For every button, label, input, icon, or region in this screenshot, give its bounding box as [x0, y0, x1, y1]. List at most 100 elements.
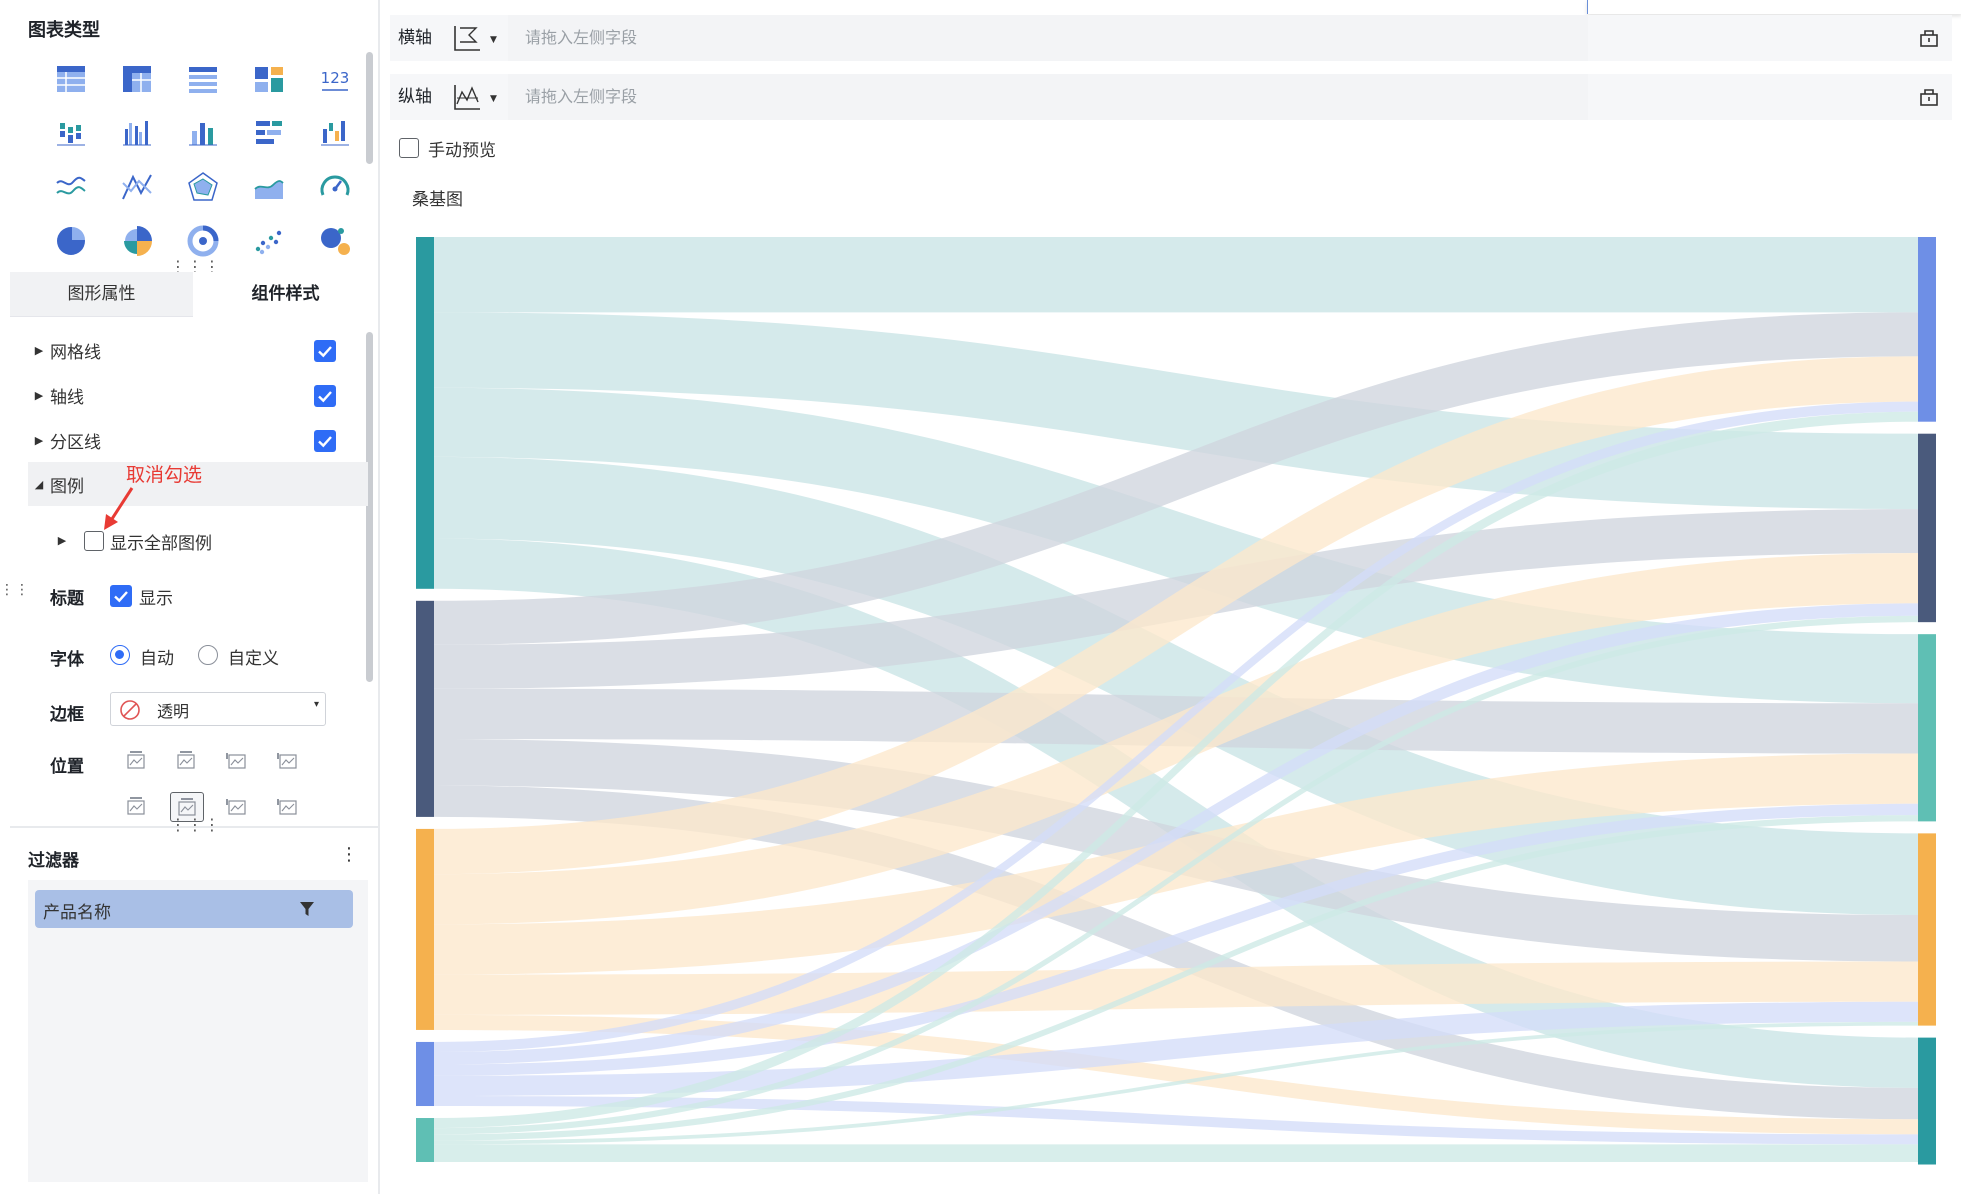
sankey-source-node-S5[interactable] — [416, 1118, 434, 1162]
x-axis-drop-zone[interactable] — [508, 15, 1588, 61]
bubble-icon[interactable] — [302, 214, 368, 268]
style-scrollbar[interactable] — [366, 332, 373, 682]
sankey-link-S4-T2[interactable] — [434, 603, 1918, 1065]
sankey-link-S1-T2[interactable] — [434, 312, 1918, 510]
caret-down-icon[interactable]: ▼ — [490, 94, 497, 104]
sankey-link-S5-T3[interactable] — [434, 815, 1918, 1141]
tree-item-gridlines[interactable]: ▶ 网格线 — [28, 330, 368, 370]
table-icon[interactable] — [38, 52, 104, 106]
y-axis-drop-zone[interactable] — [508, 74, 1588, 120]
sankey-link-S4-T5[interactable] — [434, 1095, 1918, 1145]
filter-drop-area[interactable] — [28, 880, 368, 1182]
sankey-target-node-T5[interactable] — [1918, 1037, 1936, 1165]
position-top-left-icon[interactable] — [120, 746, 152, 774]
area-icon[interactable] — [236, 160, 302, 214]
horizontal-bar-icon[interactable] — [236, 106, 302, 160]
x-axis-placeholder: 请拖入左侧字段 — [525, 28, 638, 47]
font-auto-radio[interactable] — [110, 645, 130, 665]
partition-lines-checkbox[interactable] — [314, 430, 336, 452]
resize-handle-bottom[interactable]: ⋮⋮⋮ — [170, 815, 221, 834]
sankey-link-S5-T1[interactable] — [434, 411, 1918, 1129]
rose-pie-icon[interactable] — [104, 214, 170, 268]
sankey-link-S3-T2[interactable] — [434, 553, 1918, 925]
caret-right-icon[interactable]: ▶ — [34, 388, 44, 402]
sankey-link-S5-T5[interactable] — [434, 1144, 1918, 1162]
lock-icon[interactable] — [1918, 86, 1940, 108]
gridlines-checkbox[interactable] — [314, 340, 336, 362]
position-top-right-icon[interactable] — [221, 746, 253, 774]
gauge-icon[interactable] — [302, 160, 368, 214]
border-select[interactable]: 透明 ▾ — [110, 692, 326, 726]
sankey-source-node-S4[interactable] — [416, 1041, 434, 1107]
crosstab-icon[interactable] — [104, 52, 170, 106]
waterfall-icon[interactable] — [302, 106, 368, 160]
radar-icon[interactable] — [170, 160, 236, 214]
sankey-source-node-S3[interactable] — [416, 828, 434, 1030]
polyline-icon[interactable] — [104, 160, 170, 214]
axis-lines-checkbox[interactable] — [314, 385, 336, 407]
sankey-source-node-S1[interactable] — [416, 237, 434, 589]
sankey-target-node-T3[interactable] — [1918, 634, 1936, 822]
tree-item-label: 图例 — [50, 476, 84, 497]
sankey-source-node-S2[interactable] — [416, 600, 434, 817]
show-all-legend-checkbox[interactable] — [84, 531, 104, 551]
sankey-link-S5-T4[interactable] — [434, 1021, 1918, 1145]
sankey-link-S2-T5[interactable] — [434, 785, 1918, 1120]
position-top-center-icon[interactable] — [170, 746, 202, 774]
resize-handle-top[interactable]: ⋮⋮⋮ — [170, 257, 221, 276]
manual-preview-checkbox[interactable] — [399, 138, 419, 158]
line-icon[interactable] — [38, 160, 104, 214]
sankey-link-S1-T5[interactable] — [434, 538, 1918, 1088]
sankey-link-S4-T1[interactable] — [434, 401, 1918, 1052]
caret-right-icon[interactable]: ▶ — [34, 433, 44, 447]
position-bottom-center-icon[interactable] — [170, 792, 204, 822]
grouped-column-icon[interactable] — [104, 106, 170, 160]
stacked-bar-icon[interactable] — [38, 106, 104, 160]
y-axis-placeholder: 请拖入左侧字段 — [525, 87, 638, 106]
ring-icon[interactable] — [170, 214, 236, 268]
sankey-link-S3-T1[interactable] — [434, 356, 1918, 875]
funnel-icon[interactable] — [299, 900, 315, 918]
tree-item-legend[interactable]: ◢ 图例 — [28, 464, 368, 504]
caret-down-icon[interactable]: ▼ — [490, 35, 497, 45]
position-bottom-left-icon[interactable] — [120, 792, 152, 820]
sankey-link-S2-T1[interactable] — [434, 312, 1918, 645]
position-right-icon[interactable] — [272, 792, 304, 820]
title-show-checkbox[interactable] — [110, 585, 132, 607]
chart-types-scrollbar[interactable] — [366, 52, 373, 164]
chart-title: 桑基图 — [412, 190, 463, 210]
font-custom-radio[interactable] — [198, 645, 218, 665]
y-axis-type-icon[interactable] — [452, 82, 482, 112]
sankey-link-S5-T2[interactable] — [434, 615, 1918, 1135]
left-edge-handle[interactable]: ⋮⋮ — [0, 582, 30, 598]
tree-item-partition-lines[interactable]: ▶ 分区线 — [28, 420, 368, 460]
sankey-link-S3-T3[interactable] — [434, 753, 1918, 975]
lock-icon[interactable] — [1918, 27, 1940, 49]
sankey-link-S1-T1[interactable] — [434, 237, 1918, 313]
detail-table-icon[interactable] — [170, 52, 236, 106]
font-auto-label: 自动 — [140, 649, 174, 669]
column-icon[interactable] — [170, 106, 236, 160]
scatter-icon[interactable] — [236, 214, 302, 268]
more-options-icon[interactable]: ⋮ — [340, 844, 358, 865]
pie-icon[interactable] — [38, 214, 104, 268]
tab-component-style[interactable]: 组件样式 — [193, 272, 378, 316]
sankey-target-node-T1[interactable] — [1918, 237, 1936, 422]
card-grid-icon[interactable] — [236, 52, 302, 106]
filter-field-product-name[interactable]: 产品名称 — [35, 890, 353, 928]
caret-right-icon[interactable]: ▶ — [57, 533, 67, 547]
sankey-link-S4-T3[interactable] — [434, 803, 1918, 1076]
tree-item-axis-lines[interactable]: ▶ 轴线 — [28, 375, 368, 415]
sankey-link-S4-T4[interactable] — [434, 1001, 1918, 1096]
sankey-target-node-T4[interactable] — [1918, 833, 1936, 1026]
sankey-link-S3-T5[interactable] — [434, 1014, 1918, 1135]
sankey-target-node-T2[interactable] — [1918, 433, 1936, 623]
x-axis-type-icon[interactable] — [452, 23, 482, 53]
position-right-top-icon[interactable] — [272, 746, 304, 774]
number-indicator-icon[interactable]: 123 — [302, 52, 368, 106]
caret-right-icon[interactable]: ▶ — [34, 343, 44, 357]
tree-item-show-all-legend[interactable]: ▶ — [50, 520, 350, 560]
position-left-icon[interactable] — [221, 792, 253, 820]
caret-down-icon[interactable]: ◢ — [34, 477, 44, 491]
tab-graphic-properties[interactable]: 图形属性 — [10, 272, 193, 317]
